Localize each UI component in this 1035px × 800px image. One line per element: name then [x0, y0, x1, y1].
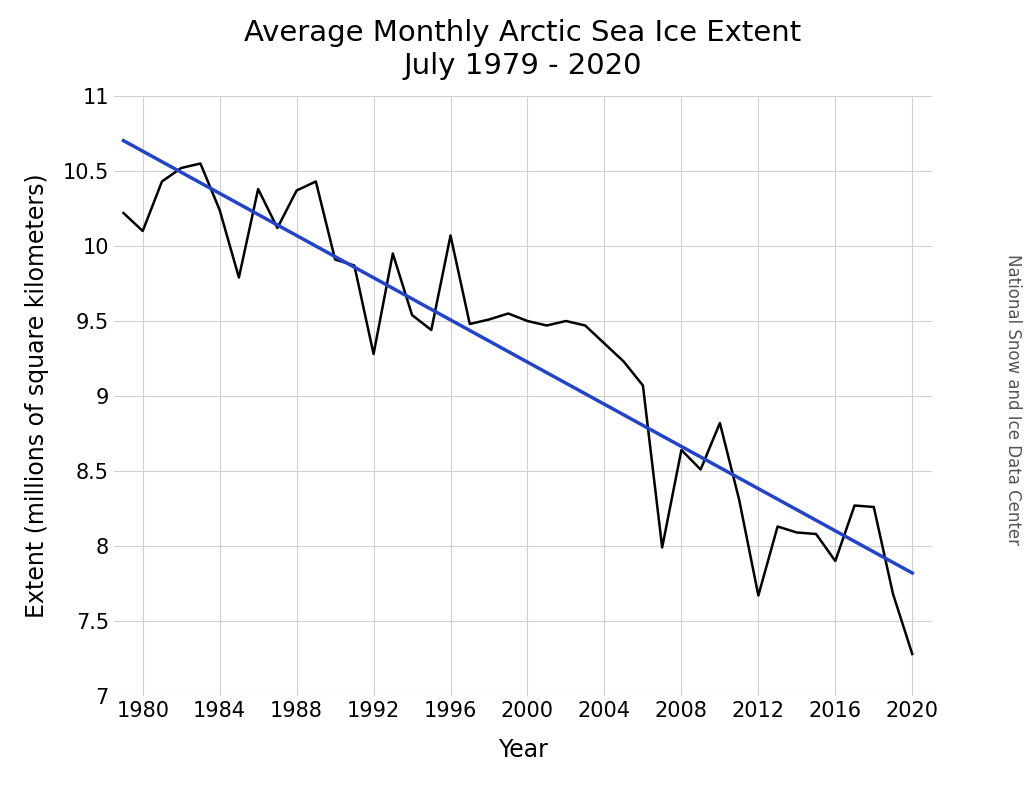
Title: Average Monthly Arctic Sea Ice Extent
July 1979 - 2020: Average Monthly Arctic Sea Ice Extent Ju… [244, 19, 801, 80]
Text: National Snow and Ice Data Center: National Snow and Ice Data Center [1004, 254, 1022, 546]
X-axis label: Year: Year [498, 738, 548, 762]
Y-axis label: Extent (millions of square kilometers): Extent (millions of square kilometers) [25, 174, 49, 618]
